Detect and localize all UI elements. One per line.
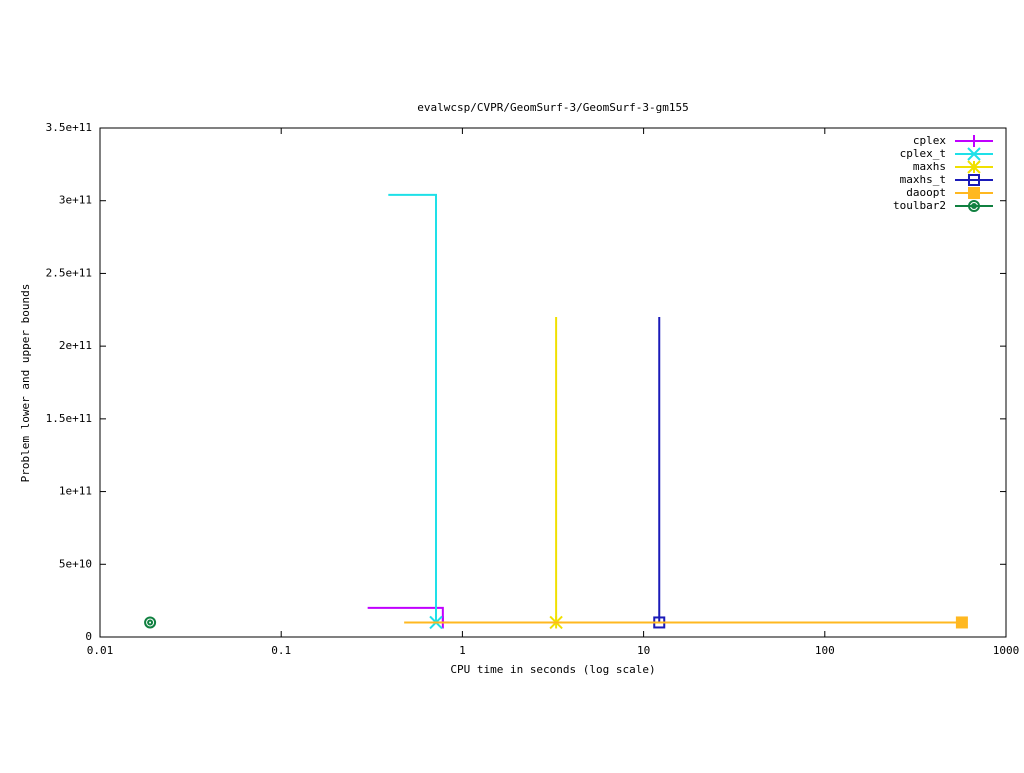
legend-label: maxhs — [913, 160, 946, 173]
legend-label: maxhs_t — [900, 173, 946, 186]
y-tick-label: 3e+11 — [59, 194, 92, 207]
legend-marker — [968, 135, 980, 147]
y-tick-label: 2e+11 — [59, 339, 92, 352]
point-marker — [955, 616, 968, 629]
chart-title: evalwcsp/CVPR/GeomSurf-3/GeomSurf-3-gm15… — [417, 101, 689, 114]
marker-part — [955, 616, 968, 629]
legend-marker — [967, 160, 981, 174]
y-tick-label: 1e+11 — [59, 485, 92, 498]
marker-part — [967, 160, 981, 174]
plot-frame — [99, 127, 1007, 638]
y-tick-label: 3.5e+11 — [46, 121, 92, 134]
legend-label: toulbar2 — [893, 199, 946, 212]
series-line — [388, 193, 437, 623]
x-axis-label: CPU time in seconds (log scale) — [450, 663, 655, 676]
y-axis-label: Problem lower and upper bounds — [19, 284, 32, 483]
y-tick-label: 2.5e+11 — [46, 266, 92, 279]
legend-marker — [968, 174, 980, 186]
marker-part — [971, 203, 977, 209]
x-tick-label: 100 — [815, 644, 835, 657]
x-tick-label: 1000 — [993, 644, 1020, 657]
legend-label: cplex — [913, 134, 946, 147]
x-tick-label: 0.1 — [271, 644, 291, 657]
y-tick-label: 5e+10 — [59, 557, 92, 570]
legend-marker — [968, 200, 980, 212]
legend-label: cplex_t — [900, 147, 946, 160]
marker-part — [968, 187, 980, 199]
x-tick-label: 0.01 — [87, 644, 114, 657]
x-tick-label: 10 — [637, 644, 650, 657]
x-tick-label: 1 — [459, 644, 466, 657]
marker-part — [967, 147, 981, 161]
y-tick-label: 1.5e+11 — [46, 412, 92, 425]
legend-marker — [967, 147, 981, 161]
marker-part — [968, 174, 980, 186]
point-marker — [144, 616, 157, 629]
marker-part — [968, 200, 980, 212]
legend-label: daoopt — [906, 186, 946, 199]
marker-part — [144, 616, 157, 629]
y-tick-label: 0 — [85, 630, 92, 643]
legend-marker — [968, 187, 980, 199]
marker-part — [147, 619, 154, 626]
